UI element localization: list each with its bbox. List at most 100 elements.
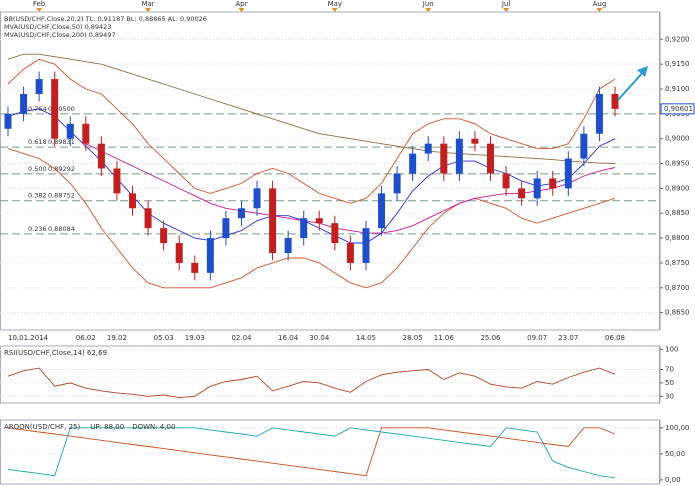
candle-body [160, 228, 168, 244]
fib-price: 0,89831 [48, 138, 75, 146]
candle-body [113, 168, 121, 194]
indicator-line [7, 367, 616, 399]
y-tick-label: 100 [665, 345, 678, 353]
y-tick-label: 70 [665, 365, 674, 373]
candle-body [424, 143, 432, 154]
month-label: Jun [422, 0, 434, 8]
y-tick-label: 0,9000 [665, 135, 690, 143]
x-tick-label: 30.04 [309, 334, 330, 342]
legend-entry: DOWN: 4,00 [132, 423, 175, 431]
candle-body [549, 178, 557, 189]
x-tick-label: 11.06 [434, 334, 455, 342]
candle-body [269, 188, 277, 253]
y-tick-label: 0,8750 [665, 259, 690, 267]
fib-ratio: 0.382 [28, 192, 47, 200]
month-marker [145, 8, 152, 12]
x-tick-label: 19.02 [107, 334, 127, 342]
candle-body [315, 218, 323, 224]
candle-body [533, 178, 541, 199]
candle-body [518, 188, 526, 199]
candle-body [300, 218, 308, 239]
y-tick-label: 0,8850 [665, 209, 690, 217]
y-tick-label: 0,9200 [665, 35, 690, 43]
indicator-line [7, 53, 616, 164]
month-label: Feb [33, 0, 46, 8]
y-tick-label: 50,00 [665, 450, 685, 458]
indicator-line [7, 427, 616, 477]
month-label: May [328, 0, 342, 8]
x-tick-label: 06.08 [605, 334, 625, 342]
y-tick-label: 0,9100 [665, 85, 690, 93]
candle-body [237, 208, 245, 219]
fib-price: 0,88084 [48, 225, 75, 233]
y-tick-label: 0,8900 [665, 184, 690, 192]
x-tick-label: 23.07 [558, 334, 578, 342]
candle-body [191, 262, 199, 273]
y-tick-label: 0,8650 [665, 309, 690, 317]
y-tick-label: 0,8800 [665, 234, 690, 242]
candle-body [4, 113, 12, 129]
candle-body [393, 173, 401, 194]
candle-body [175, 243, 183, 263]
candle-body [486, 143, 494, 174]
month-marker [425, 8, 432, 12]
arrow-line [617, 69, 646, 101]
x-tick-label: 19.03 [185, 334, 205, 342]
indicator-line [7, 58, 616, 204]
legend-entry: UP: 88,00 [90, 423, 124, 431]
candle-body [20, 93, 28, 114]
month-label: Aug [593, 0, 607, 8]
indicator-line [7, 427, 616, 479]
last-price-box [660, 103, 695, 115]
candle-body [97, 143, 105, 169]
x-tick-label: 09.07 [527, 334, 547, 342]
candle-body [378, 193, 386, 229]
candle-body [409, 153, 417, 174]
x-tick-label: 05.03 [154, 334, 174, 342]
candle-body [129, 193, 137, 209]
y-tick-label: 0,8950 [665, 160, 690, 168]
candle-body [82, 123, 90, 144]
candle-body [331, 223, 339, 244]
y-tick-label: 0,00 [665, 476, 681, 484]
fib-ratio: 0.236 [28, 225, 47, 233]
month-marker [596, 8, 603, 12]
candle-body [440, 143, 448, 174]
month-label: Jul [501, 0, 511, 8]
candle-body [455, 138, 463, 174]
candle-body [471, 138, 479, 144]
y-tick-label: 0,9150 [665, 60, 690, 68]
candle-body [253, 188, 261, 209]
candle-body [222, 218, 230, 239]
last-price-label: 0,90601 [664, 105, 693, 113]
month-marker [36, 8, 43, 12]
x-tick-label: 10.01.2014 [8, 334, 49, 342]
candle-body [284, 238, 292, 253]
indicator-line [7, 108, 616, 244]
panel-title: RSI(USD/CHF,Close,14) 62,69 [4, 349, 107, 357]
indicator-label: BB(USD/CHF,Close,20,2) TL: 0,91187 BL: 0… [4, 15, 207, 23]
x-tick-label: 02.04 [231, 334, 252, 342]
x-tick-label: 14.05 [356, 334, 376, 342]
candle-body [362, 228, 370, 263]
month-label: Mar [141, 0, 154, 8]
indicator-line [7, 148, 616, 289]
month-label: Apr [235, 0, 247, 8]
fib-price: 0,90500 [48, 105, 75, 113]
candle-body [564, 158, 572, 189]
indicator-label: MVA(USD/CHF,Close,200) 0,89497 [4, 31, 116, 39]
fib-price: 0,88752 [48, 192, 75, 200]
candle-body [66, 123, 74, 139]
candle-body [144, 208, 152, 229]
candle-body [611, 93, 619, 109]
candle-body [35, 79, 43, 94]
candle-body [206, 238, 214, 273]
y-tick-label: 100,00 [665, 424, 690, 432]
indicator-line [85, 143, 616, 234]
x-tick-label: 28.05 [403, 334, 423, 342]
trend-arrow [617, 66, 648, 101]
y-tick-label: 0,8700 [665, 284, 690, 292]
y-tick-label: 30 [665, 392, 674, 400]
